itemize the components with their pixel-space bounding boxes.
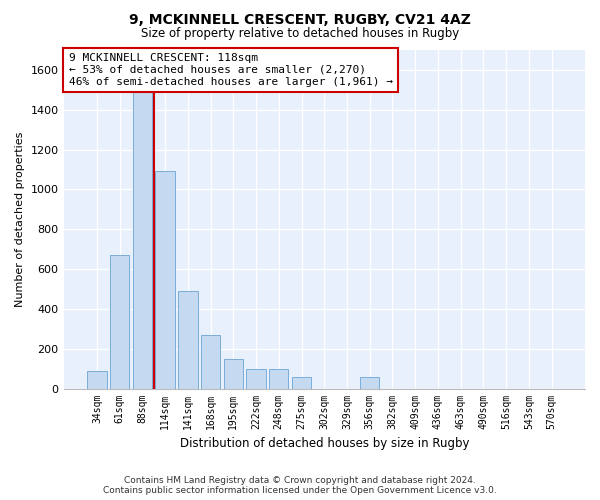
Text: 9, MCKINNELL CRESCENT, RUGBY, CV21 4AZ: 9, MCKINNELL CRESCENT, RUGBY, CV21 4AZ (129, 12, 471, 26)
Bar (247, 368, 266, 388)
Bar (133, 82, 152, 388)
Bar (155, 172, 175, 388)
X-axis label: Distribution of detached houses by size in Rugby: Distribution of detached houses by size … (179, 437, 469, 450)
Bar (292, 376, 311, 388)
Text: Contains HM Land Registry data © Crown copyright and database right 2024.
Contai: Contains HM Land Registry data © Crown c… (103, 476, 497, 495)
Bar (201, 335, 220, 388)
Bar (224, 358, 243, 388)
Text: Size of property relative to detached houses in Rugby: Size of property relative to detached ho… (141, 28, 459, 40)
Bar (269, 368, 289, 388)
Bar (87, 370, 107, 388)
Bar (360, 376, 379, 388)
Bar (110, 255, 130, 388)
Y-axis label: Number of detached properties: Number of detached properties (15, 132, 25, 307)
Bar (178, 291, 197, 388)
Text: 9 MCKINNELL CRESCENT: 118sqm
← 53% of detached houses are smaller (2,270)
46% of: 9 MCKINNELL CRESCENT: 118sqm ← 53% of de… (69, 54, 393, 86)
